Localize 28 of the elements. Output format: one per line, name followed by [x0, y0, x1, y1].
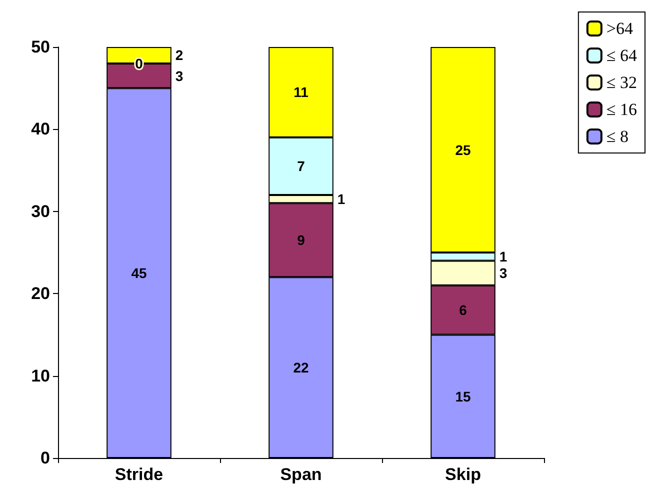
- x-tick-label: Skip: [445, 465, 481, 484]
- data-label: 1: [337, 191, 346, 208]
- x-tick-label: Stride: [114, 465, 164, 484]
- y-tick-label: 40: [31, 120, 50, 139]
- y-tick-label: 50: [31, 38, 50, 56]
- y-tick-label: 30: [31, 202, 50, 221]
- data-label: 15: [455, 388, 471, 404]
- data-label: 7: [297, 158, 306, 174]
- legend-label: >64: [606, 19, 634, 38]
- data-label: 11: [294, 84, 309, 100]
- legend-label: ≤ 64: [606, 46, 638, 65]
- legend-label: ≤ 8: [606, 127, 629, 146]
- y-tick-label: 10: [31, 366, 50, 386]
- data-label: 45: [131, 265, 147, 282]
- legend-label: ≤ 32: [606, 73, 638, 92]
- x-tick-label: Span: [280, 465, 322, 484]
- data-label: 0: [135, 55, 144, 72]
- y-tick-label: 0: [40, 448, 50, 468]
- data-label: 9: [297, 232, 306, 248]
- data-label: 3: [175, 68, 184, 84]
- data-label: 22: [293, 360, 309, 376]
- data-label: 1: [499, 248, 508, 265]
- legend-label: ≤ 16: [606, 100, 638, 119]
- y-tick-label: 20: [31, 284, 50, 304]
- data-label: 2: [175, 47, 184, 64]
- data-label: 3: [499, 265, 508, 282]
- data-label: 6: [459, 302, 468, 318]
- data-label: 25: [455, 142, 471, 158]
